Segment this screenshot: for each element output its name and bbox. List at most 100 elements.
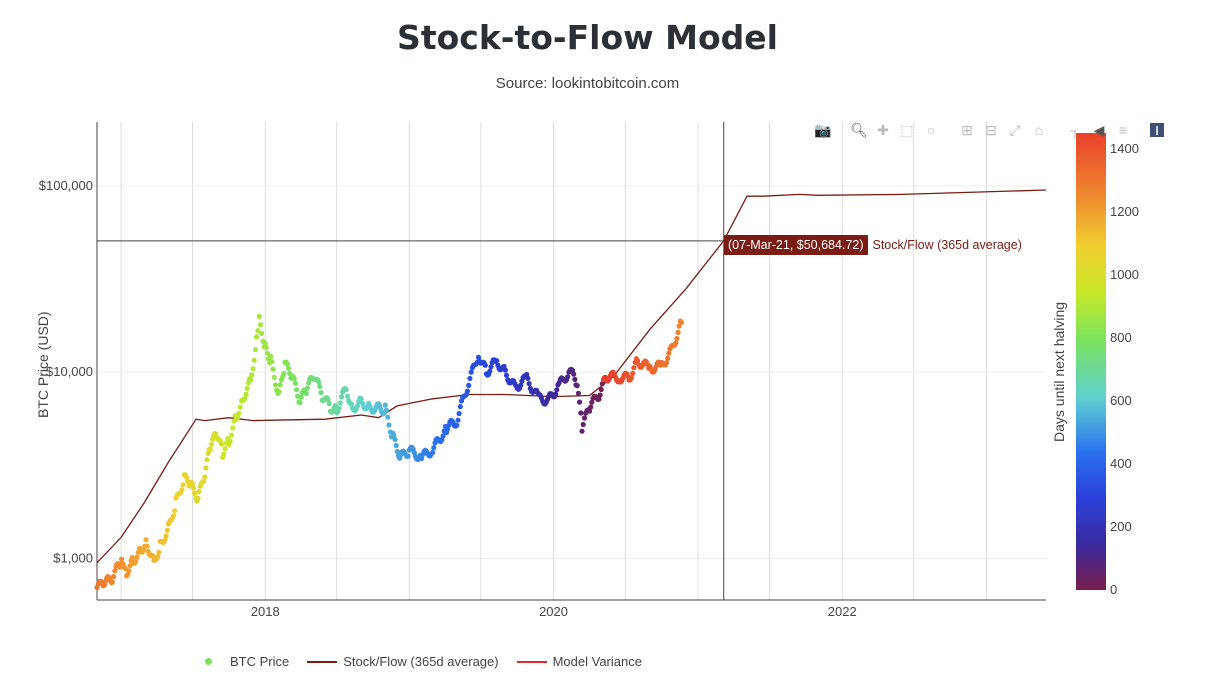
btc-price-point <box>468 369 474 375</box>
btc-price-point <box>354 403 361 409</box>
btc-price-point <box>143 537 149 543</box>
btc-price-point <box>674 335 680 342</box>
btc-price-point <box>170 513 177 519</box>
btc-price-point <box>236 410 242 416</box>
btc-price-point <box>191 485 197 491</box>
btc-price-point <box>268 353 274 359</box>
pan-icon[interactable]: ✚ <box>877 121 889 138</box>
btc-price-point <box>237 404 243 410</box>
btc-price-point <box>192 490 198 496</box>
legend-dot-icon <box>205 658 212 665</box>
btc-price-point <box>575 390 582 396</box>
btc-price-point <box>298 394 304 400</box>
btc-price-point <box>475 354 482 360</box>
btc-price-point <box>678 319 685 326</box>
btc-price-point <box>259 330 265 336</box>
stock-flow-line <box>96 189 1047 564</box>
btc-price-point <box>221 451 227 457</box>
btc-price-point <box>304 385 310 391</box>
btc-price-point <box>628 375 635 381</box>
btc-price-point <box>571 371 577 377</box>
btc-price-point <box>430 449 436 456</box>
btc-price-point <box>201 478 207 484</box>
btc-price-point <box>598 386 604 393</box>
chart-title: Stock-to-Flow Model <box>397 18 778 57</box>
btc-price-point <box>264 350 270 356</box>
series-stock-flow <box>96 189 1047 564</box>
legend-label: BTC Price <box>230 654 290 669</box>
btc-price-point <box>580 421 586 428</box>
btc-price-point <box>291 376 297 382</box>
btc-price-point <box>487 368 493 374</box>
camera-icon[interactable]: 📷 <box>814 121 832 138</box>
tooltip-series: Stock/Flow (365d average) <box>872 238 1022 252</box>
crosshair <box>97 122 725 600</box>
zoom-out-icon[interactable]: ⊟ <box>985 121 997 138</box>
btc-price-point <box>134 554 140 560</box>
btc-price-point <box>553 391 559 397</box>
chart-subtitle: Source: lookintobitcoin.com <box>495 75 680 92</box>
legend-item-model-variance[interactable]: Model Variance <box>516 654 642 669</box>
btc-price-point <box>250 366 256 372</box>
autoscale-icon[interactable]: ⤢ <box>1009 121 1021 138</box>
modebar: 📷 🔍︎ ✚ ⬚ ○ ⊞ ⊟ ⤢ ⌂ ┐ ◀ ≡ ❙ <box>814 121 1164 139</box>
box-select-icon[interactable]: ⬚ <box>900 121 914 138</box>
x-tick-label: 2018 <box>251 604 280 619</box>
btc-price-point <box>454 422 460 428</box>
y-tick-label: $1,000 <box>53 551 93 566</box>
legend-line-icon <box>516 660 547 663</box>
btc-price-point <box>207 447 213 453</box>
colorbar-title: Days until next halving <box>1051 302 1067 442</box>
btc-price-point <box>526 381 532 387</box>
legend: BTC Price Stock/Flow (365d average) Mode… <box>205 654 642 669</box>
btc-price-point <box>518 382 524 388</box>
btc-price-point <box>112 568 118 574</box>
zoom-icon[interactable]: 🔍︎ <box>850 121 868 138</box>
btc-price-point <box>456 410 462 417</box>
y-axis-title: BTC Price (USD) <box>35 311 51 418</box>
btc-price-point <box>554 387 560 393</box>
btc-price-point <box>119 556 125 562</box>
colorbar-tick-label: 200 <box>1110 519 1132 534</box>
btc-price-point <box>276 389 282 395</box>
legend-item-btc-price[interactable]: BTC Price <box>205 654 289 669</box>
colorbar-tick-label: 400 <box>1110 456 1132 471</box>
btc-price-point <box>277 382 283 388</box>
btc-price-point <box>163 533 169 539</box>
btc-price-point <box>270 366 276 372</box>
btc-price-point <box>317 383 323 390</box>
btc-price-point <box>129 555 135 561</box>
lasso-icon[interactable]: ○ <box>926 122 936 138</box>
btc-price-point <box>208 442 215 448</box>
btc-price-point <box>285 365 292 371</box>
btc-price-point <box>494 358 500 364</box>
btc-price-point <box>180 482 186 488</box>
btc-price-point <box>150 553 156 559</box>
plotly-logo-icon[interactable]: ❙ <box>1150 123 1164 137</box>
btc-price-point <box>222 446 228 452</box>
btc-price-point <box>294 387 300 393</box>
hover-closest-icon[interactable]: ◀ <box>1093 121 1105 138</box>
hover-compare-icon[interactable]: ≡ <box>1118 122 1128 138</box>
colorbar-tick-label: 800 <box>1110 330 1132 345</box>
btc-price-point <box>126 568 132 574</box>
legend-item-stock-flow[interactable]: Stock/Flow (365d average) <box>307 654 499 669</box>
y-tick-label: $100,000 <box>39 178 93 193</box>
btc-price-point <box>482 362 488 368</box>
btc-price-point <box>488 364 494 370</box>
btc-price-point <box>253 334 260 340</box>
btc-price-point <box>502 367 508 373</box>
btc-price-point <box>589 399 595 405</box>
legend-line-icon <box>307 660 338 663</box>
btc-price-point <box>336 405 342 411</box>
reset-axes-icon[interactable]: ⌂ <box>1034 122 1044 138</box>
legend-label: Model Variance <box>552 654 642 669</box>
btc-price-point <box>588 404 594 410</box>
zoom-in-icon[interactable]: ⊞ <box>961 121 973 138</box>
btc-price-point <box>292 380 299 386</box>
btc-price-point <box>172 508 178 514</box>
spike-lines-icon[interactable]: ┐ <box>1070 122 1080 138</box>
series-btc-price <box>94 313 685 591</box>
btc-price-point <box>218 441 225 447</box>
